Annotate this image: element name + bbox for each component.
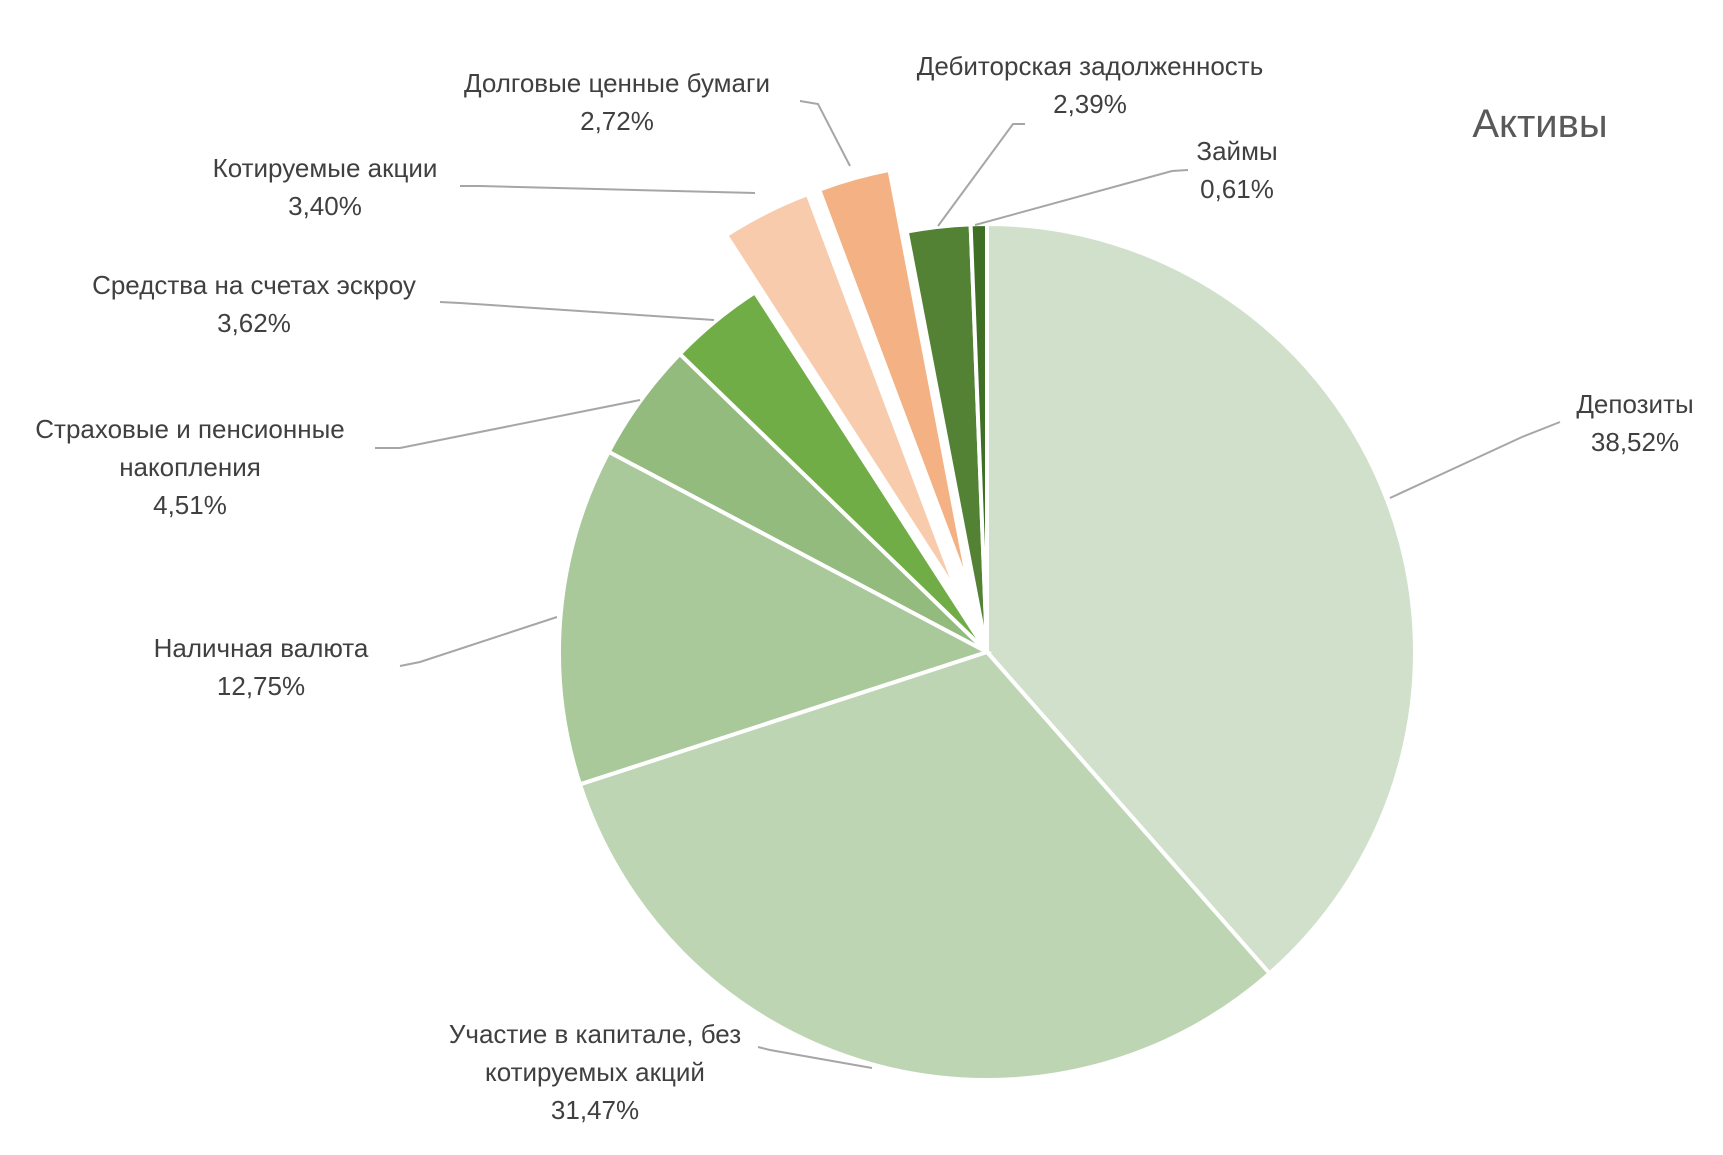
- slice-name-line: Страховые и пенсионные: [35, 414, 344, 444]
- slice-labels: Депозиты 38,52% Участие в капитале, без кот…: [35, 51, 1693, 1125]
- leader-line-1: [1389, 421, 1561, 499]
- leader-line-3: [399, 616, 558, 667]
- leader-line-4: [375, 399, 641, 449]
- leader-line-8: [937, 123, 1025, 227]
- leader-line-7: [799, 100, 851, 167]
- leader-line-9: [974, 169, 1189, 226]
- leader-line-2: [757, 1046, 873, 1069]
- slice-label-8: Дебиторская задолженность 2,39%: [917, 51, 1264, 119]
- leader-line-6: [460, 185, 756, 194]
- chart-title: Активы: [1472, 102, 1607, 146]
- slice-name-line: Дебиторская задолженность: [917, 51, 1264, 81]
- slice-name-line: Наличная валюта: [154, 633, 369, 663]
- slice-label-3: Наличная валюта 12,75%: [154, 633, 369, 701]
- slice-label-4: Страховые и пенсионные накопления 4,51%: [35, 414, 344, 520]
- slice-name-line: котируемых акций: [485, 1057, 705, 1087]
- slice-percent: 0,61%: [1200, 174, 1274, 204]
- pie-slice-6: [723, 191, 961, 596]
- leader-line-5: [439, 301, 715, 321]
- slice-name-line: Депозиты: [1576, 389, 1693, 419]
- slice-percent: 2,72%: [580, 106, 654, 136]
- slice-percent: 3,62%: [217, 308, 291, 338]
- slice-percent: 38,52%: [1591, 427, 1679, 457]
- slice-name-line: Котируемые акции: [213, 153, 438, 183]
- slice-name-line: накопления: [119, 452, 261, 482]
- pie-slice-2: [577, 649, 1273, 1082]
- slice-label-1: Депозиты 38,52%: [1576, 389, 1693, 457]
- pie-slice-3: [557, 449, 993, 787]
- slice-percent: 12,75%: [217, 671, 305, 701]
- slice-name-line: Средства на счетах эскроу: [92, 270, 416, 300]
- slice-label-7: Долговые ценные бумаги 2,72%: [464, 68, 770, 136]
- slice-name-line: Участие в капитале, без: [449, 1019, 741, 1049]
- slice-label-5: Средства на счетах эскроу 3,62%: [92, 270, 416, 338]
- pie-slice-1: [985, 221, 1417, 977]
- slice-name-line: Займы: [1196, 136, 1277, 166]
- slice-label-6: Котируемые акции 3,40%: [213, 153, 438, 221]
- slice-percent: 2,39%: [1053, 89, 1127, 119]
- pie-slices: [557, 167, 1417, 1082]
- slice-percent: 31,47%: [551, 1095, 639, 1125]
- slice-percent: 4,51%: [153, 490, 227, 520]
- slice-percent: 3,40%: [288, 191, 362, 221]
- pie-slice-7: [816, 167, 972, 592]
- leader-lines: [375, 100, 1561, 1069]
- pie-slice-5: [676, 289, 989, 654]
- slice-label-9: Займы 0,61%: [1196, 136, 1277, 204]
- slice-label-2: Участие в капитале, без котируемых акций 3…: [449, 1019, 741, 1125]
- slice-name-line: Долговые ценные бумаги: [464, 68, 770, 98]
